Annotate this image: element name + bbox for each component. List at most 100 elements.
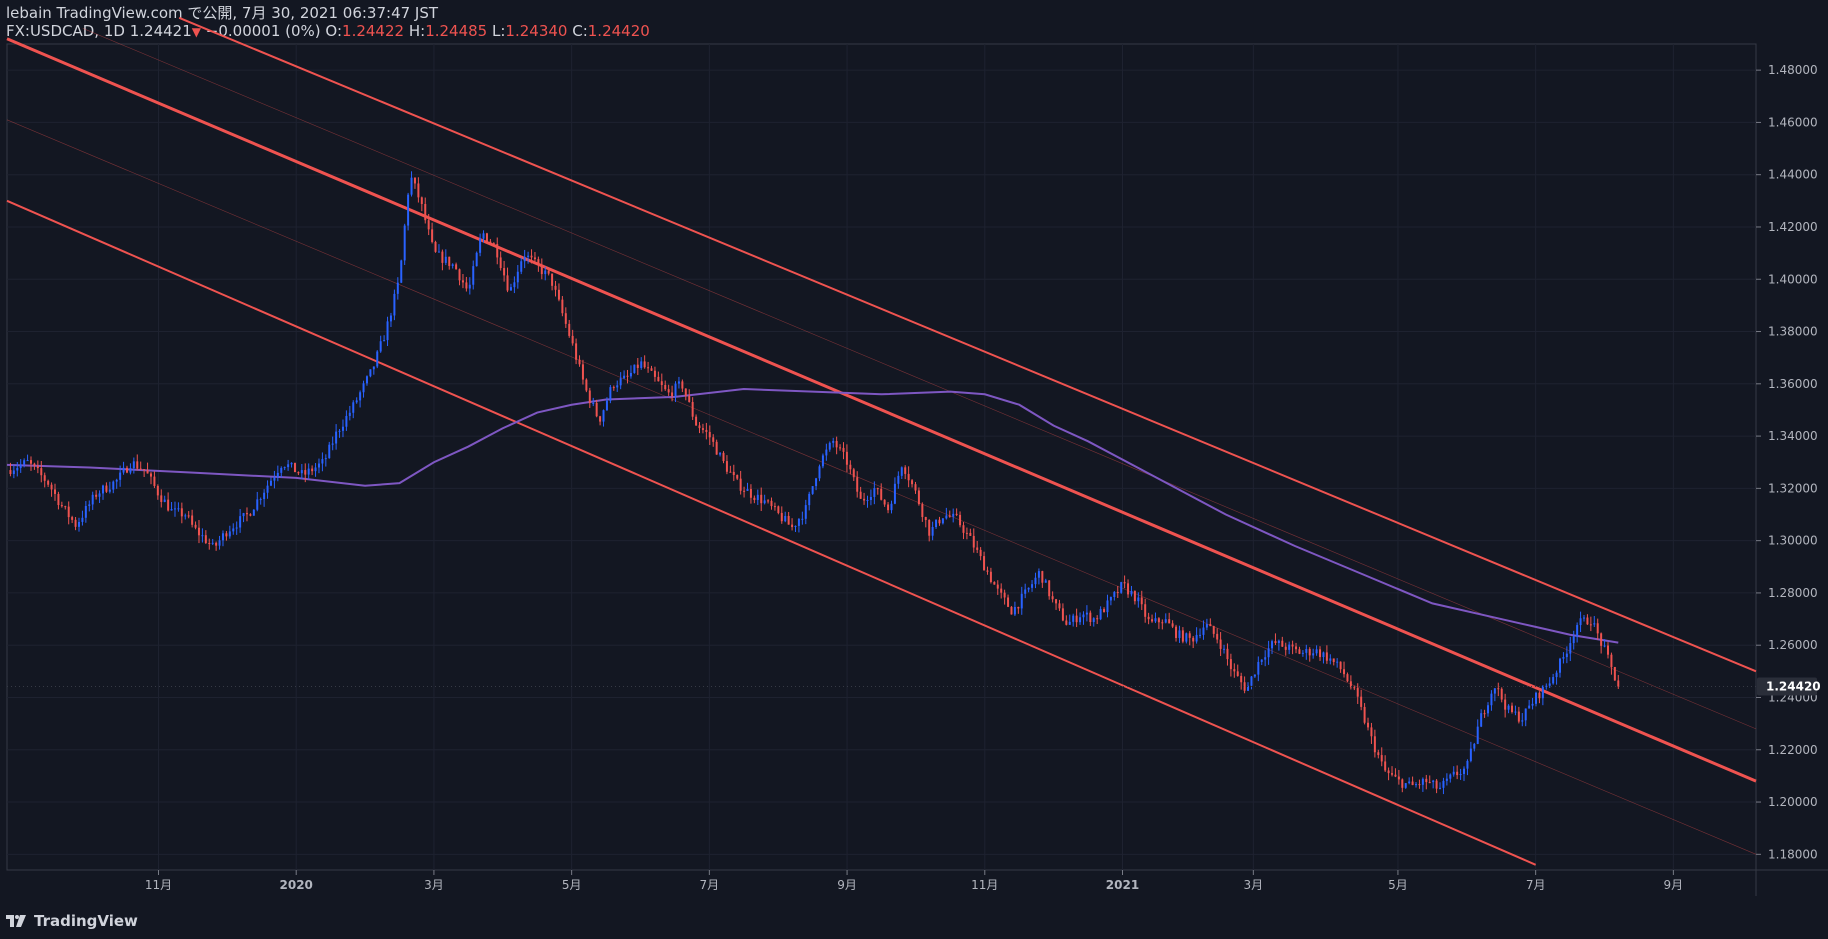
candle-body [691, 401, 694, 417]
price-tick-label: 1.32000 [1768, 481, 1818, 495]
candle-body [1559, 658, 1562, 673]
candle-body [839, 447, 842, 449]
candle-body [989, 571, 992, 583]
price-tick-label: 1.44000 [1768, 168, 1818, 182]
candle-body [1161, 622, 1164, 624]
candle-body [575, 343, 578, 360]
candle-body [441, 251, 444, 263]
candle-body [1103, 609, 1106, 613]
candle-body [1511, 705, 1514, 712]
channel-line-upper-mid[interactable] [82, 28, 1757, 730]
candle-body [931, 526, 934, 536]
candle-body [1044, 580, 1047, 583]
candle-body [1181, 630, 1184, 642]
candle-body [1565, 653, 1568, 658]
candle-body [328, 444, 331, 459]
close-label: C: [572, 22, 588, 40]
candle-body [23, 460, 26, 465]
candle-body [1226, 648, 1229, 660]
candle-body [1452, 771, 1455, 775]
candle-body [1617, 680, 1620, 687]
candle-body [1291, 644, 1294, 647]
candle-body [448, 256, 451, 266]
candle-body [1517, 711, 1520, 722]
candle-body [1147, 616, 1150, 620]
price-axis[interactable]: 1.48000 1.46000 1.44000 1.42000 1.40000 1.380… [1756, 63, 1818, 861]
candle-body [163, 499, 166, 502]
candle-body [403, 225, 406, 261]
symbol-name[interactable]: FX:USDCAD, 1D [6, 22, 125, 40]
candle-body [1041, 571, 1044, 583]
candle-body [1075, 615, 1078, 623]
channel-line-middle[interactable] [6, 37, 1757, 783]
candle-body [917, 490, 920, 505]
candle-body [520, 261, 523, 272]
candle-body [653, 370, 656, 377]
candle-body [938, 519, 941, 524]
channel-lines[interactable] [6, 16, 1757, 866]
candle-body [1415, 784, 1418, 786]
candle-body [125, 467, 128, 473]
candle-body [410, 177, 413, 195]
candle-body [804, 505, 807, 519]
price-chart[interactable]: 1.48000 1.46000 1.44000 1.42000 1.40000 1.380… [0, 0, 1828, 910]
candle-body [1000, 588, 1003, 593]
candle-body [568, 323, 571, 336]
candle-body [139, 468, 142, 470]
candle-body [437, 251, 440, 253]
price-tick-label: 1.18000 [1768, 847, 1818, 861]
candle-body [797, 519, 800, 526]
candle-body [972, 535, 975, 548]
time-axis[interactable]: 11月 2020 3月 5月 7月 9月 11月 2021 3月 5月 7月 9月 [145, 870, 1683, 892]
candle-body [599, 416, 602, 422]
candle-body [571, 335, 574, 344]
candle-body [1596, 623, 1599, 634]
candle-body [1185, 633, 1188, 642]
price-tick-label: 1.30000 [1768, 534, 1818, 548]
candle-body [1061, 608, 1064, 621]
candle-body [180, 508, 183, 517]
candle-body [1538, 692, 1541, 699]
candle-body [777, 506, 780, 513]
candle-body [1277, 640, 1280, 644]
candle-body [1055, 599, 1058, 604]
candle-body [335, 431, 338, 444]
channel-line-upper[interactable] [178, 16, 1757, 673]
candle-body [1418, 784, 1421, 786]
candle-body [64, 506, 67, 508]
candle-body [1188, 633, 1191, 638]
time-tick-label: 7月 [1526, 878, 1546, 892]
candle-body [815, 478, 818, 487]
candle-body [1349, 681, 1352, 688]
candle-body [74, 519, 77, 527]
price-tick-label: 1.22000 [1768, 743, 1818, 757]
candle-body [808, 493, 811, 506]
candle-body [996, 584, 999, 589]
candle-body [225, 533, 228, 537]
candle-body [1116, 592, 1119, 594]
candle-body [427, 220, 430, 230]
candle-body [263, 492, 266, 500]
candle-body [1140, 597, 1143, 605]
candle-body [883, 499, 886, 505]
candle-body [413, 177, 416, 184]
time-tick-label: 7月 [700, 878, 720, 892]
candle-body [472, 266, 475, 285]
candle-body [314, 467, 317, 472]
plot-area[interactable] [6, 43, 1757, 871]
candle-body [667, 389, 670, 393]
candle-body [1178, 630, 1181, 638]
candle-body [1195, 634, 1198, 642]
candle-body [228, 531, 231, 537]
candle-body [1157, 618, 1160, 623]
candle-body [1432, 780, 1435, 783]
channel-line-lower[interactable] [6, 199, 1537, 866]
candle-body [266, 485, 269, 493]
candle-body [1113, 592, 1116, 598]
candle-body [208, 542, 211, 544]
price-tick-label: 1.34000 [1768, 429, 1818, 443]
candle-body [197, 527, 200, 536]
candle-body [1106, 600, 1109, 613]
candle-body [221, 533, 224, 541]
candle-body [29, 460, 32, 464]
